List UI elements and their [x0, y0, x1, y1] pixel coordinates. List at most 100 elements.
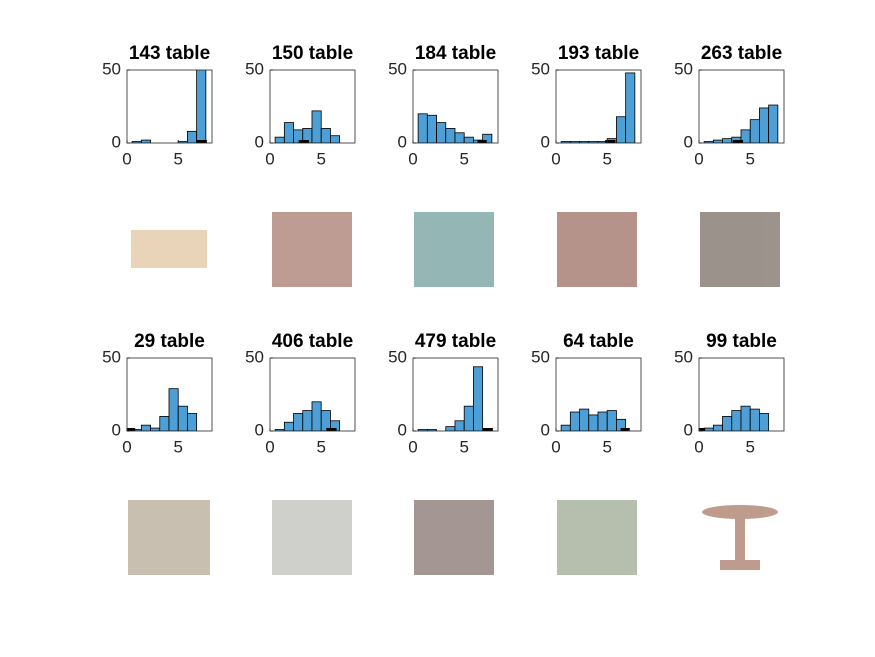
- bar: [150, 427, 161, 431]
- marker: [326, 428, 337, 431]
- x-tick-label: 0: [551, 149, 560, 168]
- bar: [597, 411, 608, 431]
- plot-area: [703, 104, 779, 143]
- marker: [127, 428, 136, 431]
- bar: [579, 408, 590, 431]
- marker: [196, 140, 207, 143]
- bar: [749, 119, 760, 143]
- plot-area: [699, 405, 770, 431]
- y-tick-label: 50: [245, 347, 264, 366]
- chart-title: 406 table: [272, 331, 353, 352]
- plot-area: [560, 72, 636, 143]
- plot-area: [274, 110, 341, 143]
- bar: [417, 113, 428, 143]
- x-tick-label: 5: [173, 149, 182, 168]
- x-tick-label: 0: [122, 149, 131, 168]
- bar: [722, 415, 733, 431]
- bar: [569, 411, 580, 431]
- axes-box: [698, 357, 785, 432]
- bar: [606, 410, 617, 431]
- bar: [311, 110, 322, 143]
- image: [720, 560, 760, 570]
- bar: [274, 136, 285, 143]
- bar: [330, 135, 341, 143]
- bar: [283, 421, 294, 431]
- image: [131, 230, 207, 268]
- bar: [731, 410, 742, 431]
- thumbnails: [128, 212, 780, 575]
- bar: [463, 405, 474, 431]
- marker: [699, 428, 706, 431]
- x-tick-label: 5: [602, 149, 611, 168]
- bar: [320, 410, 331, 431]
- chart-title: 184 table: [415, 43, 496, 64]
- bar: [759, 107, 770, 143]
- bar: [768, 104, 779, 143]
- image: [702, 505, 778, 519]
- y-tick-label: 50: [531, 347, 550, 366]
- bar: [616, 418, 627, 431]
- x-tick-label: 0: [265, 149, 274, 168]
- marker: [298, 140, 309, 143]
- bar: [616, 116, 627, 143]
- x-tick-label: 5: [602, 437, 611, 456]
- y-tick-label: 50: [531, 59, 550, 78]
- y-tick-label: 50: [102, 59, 121, 78]
- bar: [436, 122, 447, 143]
- bar: [426, 429, 437, 431]
- x-tick-label: 0: [408, 437, 417, 456]
- plot-area: [417, 366, 493, 431]
- bar: [445, 426, 456, 431]
- x-tick-label: 0: [408, 149, 417, 168]
- image: [557, 500, 637, 575]
- y-tick-label: 0: [684, 132, 693, 151]
- bar: [454, 132, 465, 143]
- bar: [168, 388, 179, 431]
- bar: [588, 414, 599, 431]
- y-tick-label: 50: [674, 59, 693, 78]
- x-tick-label: 0: [265, 437, 274, 456]
- axes-box: [412, 357, 499, 432]
- marker: [732, 140, 744, 143]
- y-tick-label: 0: [398, 132, 407, 151]
- image: [272, 500, 352, 575]
- x-tick-label: 5: [316, 437, 325, 456]
- y-tick-label: 0: [541, 132, 550, 151]
- y-tick-label: 50: [245, 59, 264, 78]
- x-tick-label: 5: [173, 437, 182, 456]
- chart-title: 479 table: [415, 331, 496, 352]
- chart-title: 99 table: [706, 331, 777, 352]
- x-tick-label: 0: [551, 437, 560, 456]
- chart-title: 143 table: [129, 43, 210, 64]
- y-tick-label: 0: [398, 420, 407, 439]
- image: [557, 212, 637, 287]
- marker: [482, 428, 493, 431]
- image: [735, 518, 745, 563]
- axes-box: [126, 357, 213, 432]
- axes-box: [126, 69, 213, 144]
- y-tick-label: 50: [388, 347, 407, 366]
- bar: [283, 122, 294, 143]
- chart-title: 193 table: [558, 43, 639, 64]
- y-tick-label: 0: [684, 420, 693, 439]
- plot-area: [560, 408, 630, 431]
- bar: [445, 127, 456, 143]
- plot-area: [417, 113, 493, 143]
- bar: [196, 70, 207, 143]
- bar: [703, 427, 714, 431]
- axes-box: [412, 69, 499, 144]
- bar: [187, 130, 198, 143]
- bar: [740, 405, 751, 431]
- axes-box: [269, 69, 356, 144]
- bar: [140, 424, 151, 431]
- plot-area: [274, 401, 341, 431]
- bar: [463, 136, 474, 143]
